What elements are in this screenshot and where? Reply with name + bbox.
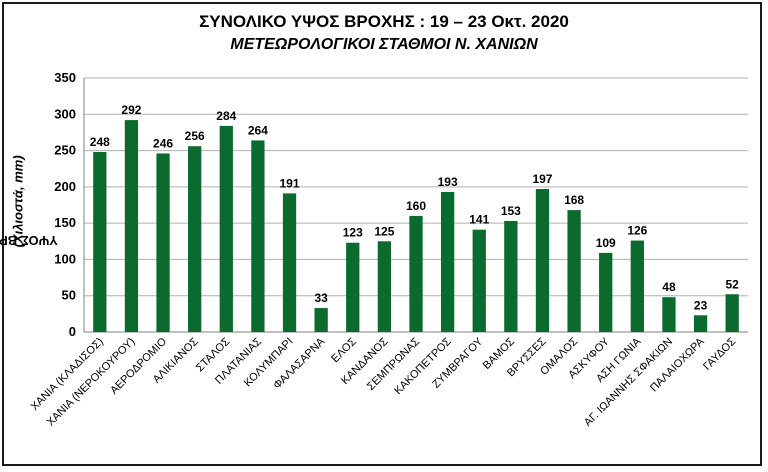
chart-subtitle: ΜΕΤΕΩΡΟΛΟΓΙΚΟΙ ΣΤΑΘΜΟΙ Ν. ΧΑΝΙΩΝ bbox=[230, 36, 538, 53]
bar bbox=[535, 189, 550, 332]
data-label: 23 bbox=[694, 298, 708, 312]
bar bbox=[93, 152, 107, 332]
bar bbox=[346, 242, 360, 332]
bar bbox=[124, 120, 139, 332]
x-tick-label: ΕΛΟΣ bbox=[329, 335, 359, 365]
data-label: 153 bbox=[501, 204, 521, 218]
data-label: 292 bbox=[121, 103, 141, 117]
data-label: 126 bbox=[627, 224, 647, 238]
y-tick-label: 350 bbox=[54, 70, 76, 85]
data-label: 33 bbox=[314, 291, 328, 305]
bar bbox=[377, 241, 392, 332]
data-label: 160 bbox=[406, 199, 426, 213]
x-tick-label: ΓΑΥΔΟΣ bbox=[701, 335, 738, 372]
bar bbox=[251, 140, 265, 332]
data-label: 125 bbox=[374, 224, 394, 238]
data-label: 109 bbox=[596, 236, 616, 250]
bar bbox=[282, 193, 297, 332]
data-label: 248 bbox=[90, 135, 110, 149]
data-label: 193 bbox=[438, 175, 458, 189]
data-label: 264 bbox=[248, 123, 268, 137]
data-label: 141 bbox=[469, 213, 489, 227]
y-tick-label: 200 bbox=[54, 179, 76, 194]
bar bbox=[630, 240, 644, 332]
data-label: 246 bbox=[153, 136, 173, 150]
y-tick-label: 100 bbox=[54, 251, 76, 266]
y-tick-label: 50 bbox=[62, 288, 76, 303]
bar bbox=[219, 125, 233, 332]
bar bbox=[662, 297, 676, 332]
y-tick-label: 250 bbox=[54, 143, 76, 158]
data-label: 48 bbox=[662, 280, 676, 294]
y-tick-label: 0 bbox=[69, 324, 76, 339]
data-label: 191 bbox=[280, 176, 300, 190]
y-tick-label: 300 bbox=[54, 106, 76, 121]
bar bbox=[188, 146, 202, 332]
bar bbox=[409, 215, 423, 332]
data-label: 123 bbox=[343, 226, 363, 240]
bar bbox=[504, 220, 518, 332]
chart-title: ΣΥΝΟΛΙΚΟ ΥΨΟΣ ΒΡΟΧΗΣ : 19 – 23 Οκτ. 2020 bbox=[199, 12, 569, 31]
data-label: 256 bbox=[185, 129, 205, 143]
bar bbox=[599, 252, 613, 332]
data-label: 52 bbox=[726, 277, 740, 291]
bar bbox=[567, 210, 581, 332]
data-label: 284 bbox=[216, 109, 236, 123]
data-label: 197 bbox=[532, 172, 552, 186]
bar bbox=[156, 153, 170, 332]
x-tick-label: ΑΕΡΟΔΡΟΜΙΟ bbox=[108, 335, 169, 396]
y-tick-label: 150 bbox=[54, 215, 76, 230]
bar bbox=[693, 315, 708, 332]
data-label: 168 bbox=[564, 193, 584, 207]
bar bbox=[440, 191, 455, 332]
x-tick-label: ΚΑΚΟΠΕΤΡΟΣ bbox=[392, 335, 454, 397]
bar bbox=[314, 308, 328, 332]
bar bbox=[472, 229, 486, 332]
bar bbox=[725, 294, 739, 332]
